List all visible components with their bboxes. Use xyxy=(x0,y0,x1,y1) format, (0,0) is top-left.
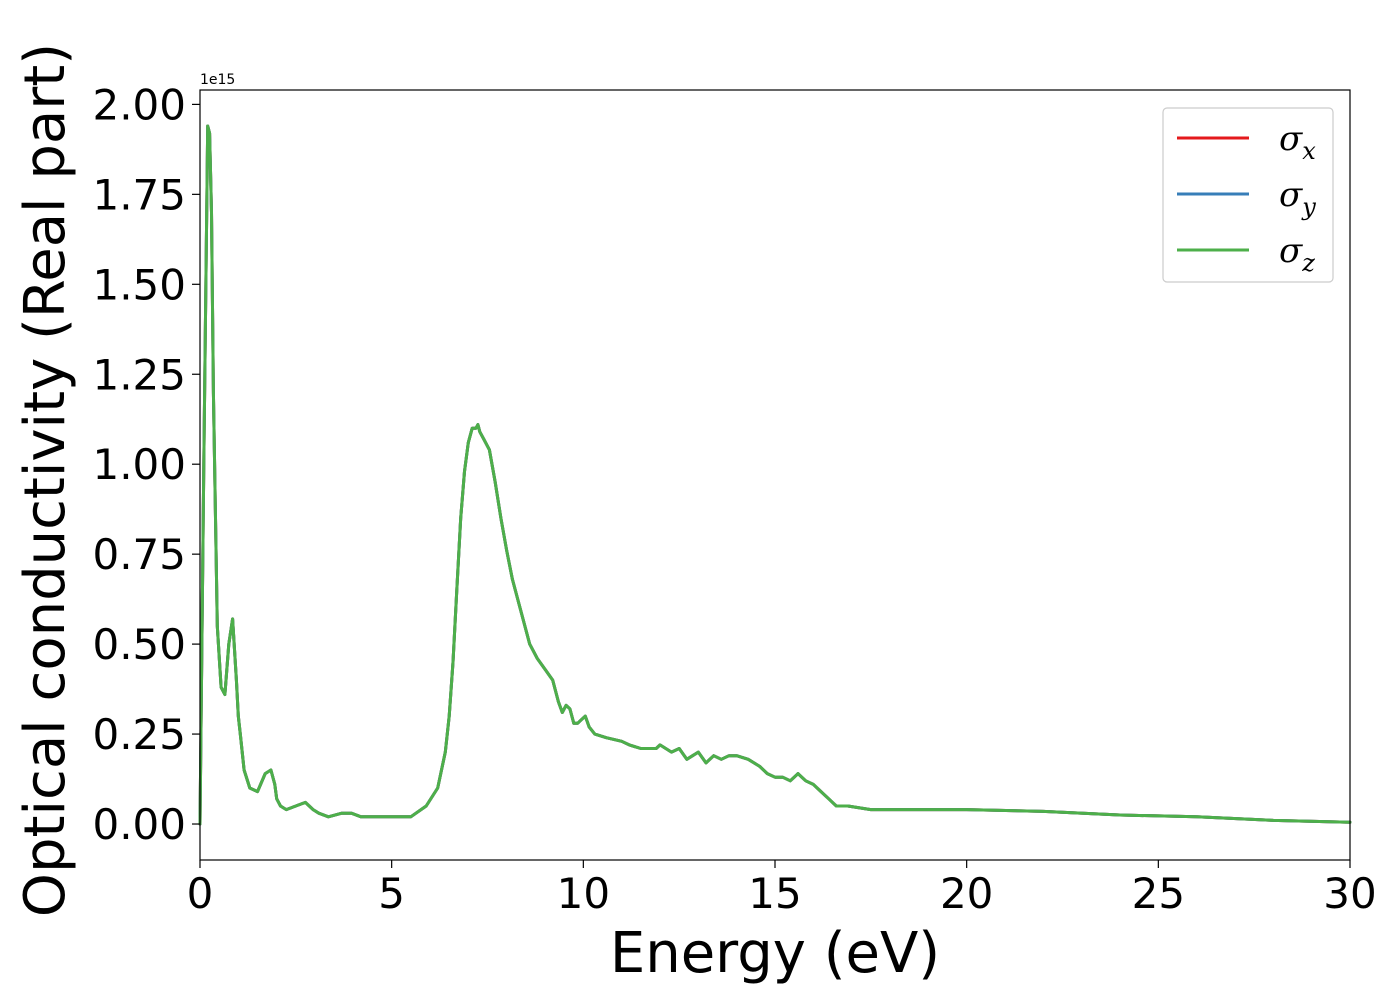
y-tick-label: 1.75 xyxy=(92,170,186,219)
x-tick-label: 15 xyxy=(748,869,801,918)
y-tick-label: 0.50 xyxy=(92,620,186,669)
x-axis-label: Energy (eV) xyxy=(610,921,940,986)
x-tick-label: 25 xyxy=(1132,869,1185,918)
legend-label-3: σz xyxy=(1279,231,1315,277)
y-tick-label: 1.50 xyxy=(92,260,186,309)
x-tick-label: 5 xyxy=(378,869,405,918)
y-tick-label: 2.00 xyxy=(92,80,186,129)
y-axis-label: Optical conductivity (Real part) xyxy=(13,43,78,917)
x-tick-label: 10 xyxy=(557,869,610,918)
legend-label-1: σx xyxy=(1279,119,1316,165)
y-axis-offset-label: 1e15 xyxy=(200,72,235,88)
x-tick-label: 30 xyxy=(1323,869,1376,918)
y-tick-label: 1.25 xyxy=(92,350,186,399)
y-tick-label: 0.75 xyxy=(92,530,186,579)
series-line-3 xyxy=(198,124,1352,826)
x-tick-label: 20 xyxy=(940,869,993,918)
y-axis-ticks: 0.00 0.25 0.50 0.75 1.00 1.25 1.50 1.75 2.00 xyxy=(92,80,200,849)
legend: σx σy σz xyxy=(1162,107,1334,283)
x-tick-label: 0 xyxy=(187,869,214,918)
y-tick-label: 1.00 xyxy=(92,440,186,489)
legend-label-2: σy xyxy=(1279,175,1316,221)
y-tick-label: 0.00 xyxy=(92,800,186,849)
y-tick-label: 0.25 xyxy=(92,710,186,759)
series-layer xyxy=(198,124,1352,826)
x-axis-ticks: 0 5 10 15 20 25 30 xyxy=(187,860,1377,918)
